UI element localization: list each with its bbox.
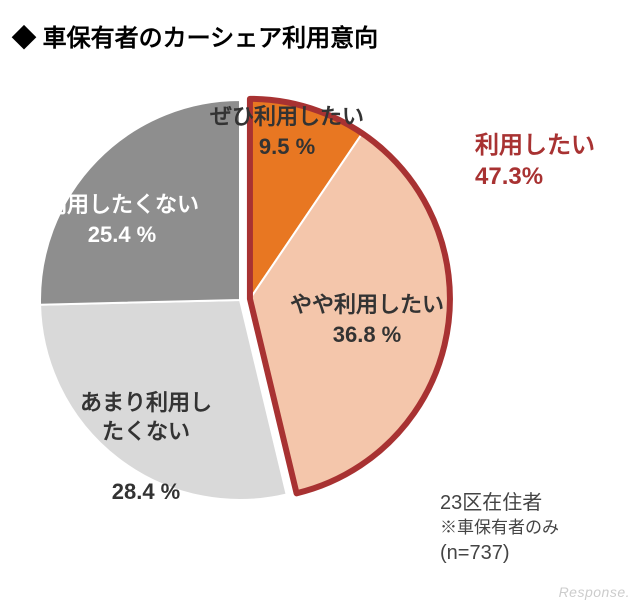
footnote: 23区在住者 ※車保有者のみ (n=737) — [440, 490, 559, 567]
footnote-line2: ※車保有者のみ — [440, 517, 559, 540]
pie-chart — [20, 80, 460, 520]
pie-svg — [20, 80, 460, 520]
pie-slice-2 — [40, 300, 287, 500]
callout-label: 利用したい — [475, 130, 595, 161]
watermark: Response. — [559, 584, 630, 600]
footnote-line1: 23区在住者 — [440, 490, 559, 517]
callout-value: 47.3% — [475, 161, 595, 192]
highlight-callout: 利用したい 47.3% — [475, 130, 595, 192]
pie-slice-3 — [40, 100, 240, 305]
chart-title: ◆ 車保有者のカーシェア利用意向 — [12, 18, 378, 53]
footnote-line3: (n=737) — [440, 540, 559, 567]
